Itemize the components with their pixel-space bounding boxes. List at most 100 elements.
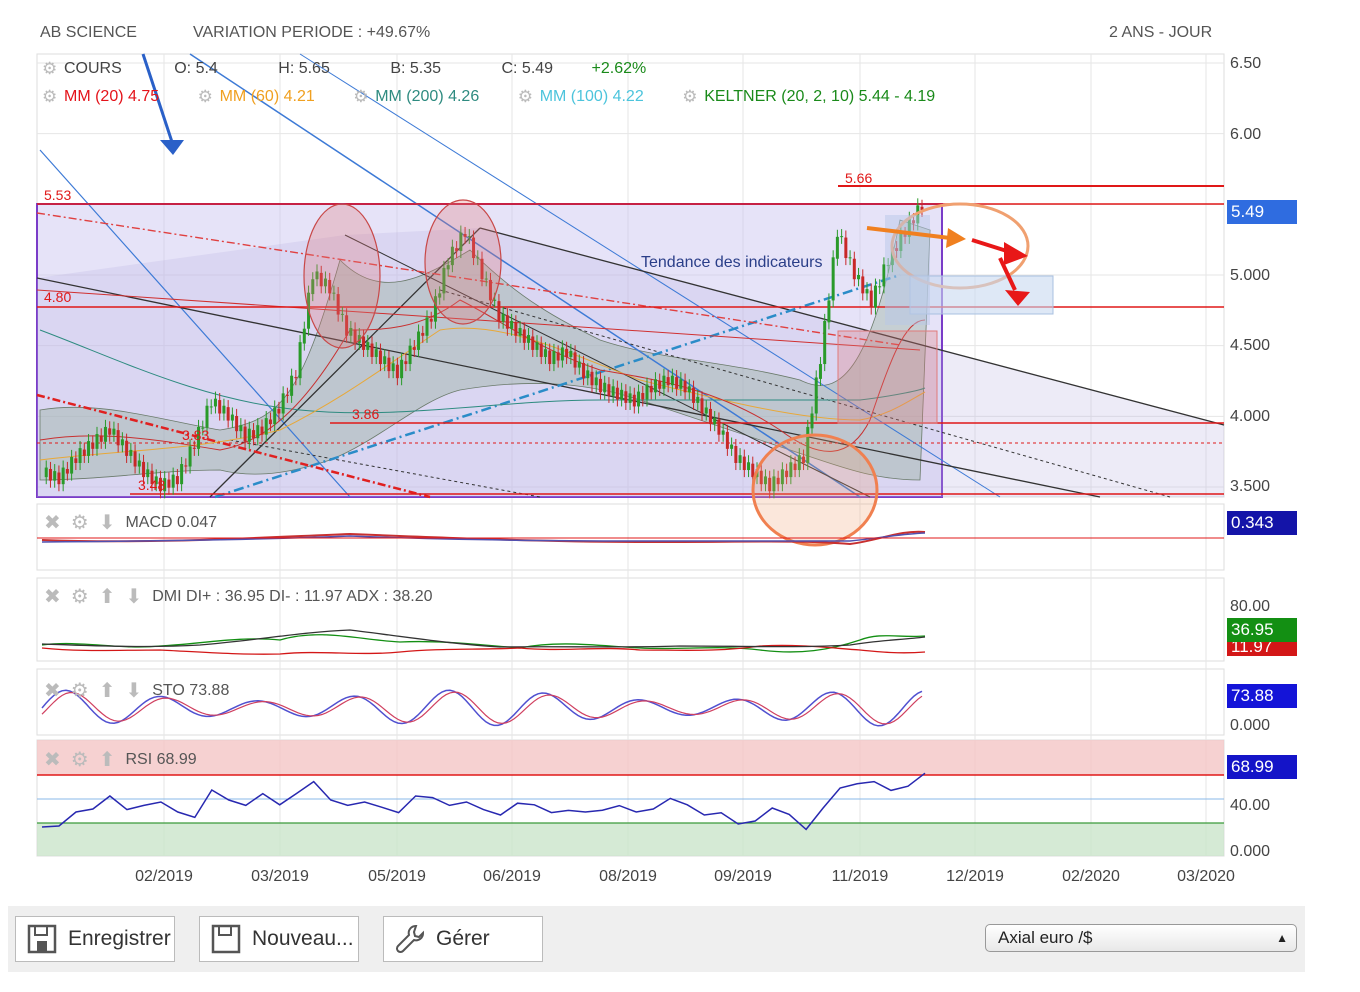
- close-icon[interactable]: ✖: [44, 749, 61, 771]
- gear-icon[interactable]: ⚙: [682, 87, 698, 106]
- close-icon[interactable]: ✖: [44, 680, 61, 702]
- blue-arrow-head: [160, 140, 184, 155]
- candle-body: [467, 236, 471, 238]
- candle-body: [374, 349, 378, 357]
- blue-trendline-2: [39, 149, 351, 498]
- candle-body: [412, 347, 416, 350]
- candle-body: [560, 347, 564, 361]
- candle-body: [713, 418, 717, 425]
- gear-icon[interactable]: ⚙: [70, 512, 89, 534]
- candle-body: [670, 375, 674, 386]
- candle-body: [493, 299, 497, 301]
- x-tick-label: 08/2019: [599, 868, 657, 885]
- level-label: 3.48: [138, 477, 165, 493]
- bottom-toolbar: Enregistrer Nouveau... Gérer Axial euro …: [8, 906, 1305, 972]
- x-tick-label: 02/2019: [135, 868, 193, 885]
- gear-icon[interactable]: ⚙: [42, 59, 58, 78]
- sto-name: STO: [152, 682, 185, 699]
- candle-body: [455, 248, 459, 251]
- gear-icon[interactable]: ⚙: [197, 87, 213, 106]
- manage-button[interactable]: Gérer: [383, 916, 543, 962]
- candle-body: [789, 462, 793, 478]
- candle-body: [353, 329, 357, 343]
- teal-dashdot-line: [214, 273, 901, 499]
- candle-body: [780, 469, 784, 485]
- candle-body: [192, 447, 196, 449]
- arrow-down-icon[interactable]: ⬇: [125, 586, 143, 608]
- candle-body: [582, 362, 586, 379]
- candle-body: [700, 398, 704, 414]
- candle-body: [197, 426, 201, 449]
- arrow-down-icon[interactable]: ⬇: [98, 512, 116, 534]
- level-label: 4.80: [44, 289, 71, 305]
- candle-body: [438, 293, 442, 298]
- gear-icon[interactable]: ⚙: [70, 749, 89, 771]
- candle-body: [641, 393, 645, 400]
- highlight-ellipse-2: [424, 199, 502, 325]
- legend-row-2: ⚙ MM (20) 4.75 ⚙ MM (60) 4.21 ⚙ MM (200) 4.…: [42, 88, 935, 106]
- annotation-text: Tendance des indicateurs: [641, 254, 822, 271]
- candle-body: [252, 430, 256, 439]
- candle-body: [472, 237, 476, 259]
- arrow-up-icon[interactable]: ⬆: [98, 680, 116, 702]
- rsi-name: RSI: [125, 751, 153, 768]
- price-candles: [44, 198, 924, 499]
- candle-body: [768, 477, 772, 492]
- candle-body: [620, 389, 624, 400]
- candle-body: [150, 470, 154, 485]
- gear-icon[interactable]: ⚙: [70, 680, 89, 702]
- x-tick-label: 11/2019: [832, 868, 889, 885]
- candle-body: [835, 236, 839, 259]
- candle-body: [818, 364, 822, 379]
- candle-body: [184, 465, 188, 467]
- candle-body: [776, 477, 780, 485]
- new-button[interactable]: Nouveau...: [199, 916, 359, 962]
- candle-body: [256, 425, 260, 439]
- black-dotted-line: [439, 289, 1171, 498]
- candle-body: [607, 384, 611, 396]
- candle-body: [395, 364, 399, 379]
- candle-body: [675, 377, 679, 389]
- candle-body: [108, 428, 112, 435]
- gear-icon[interactable]: ⚙: [70, 586, 89, 608]
- manage-label: Gérer: [436, 927, 490, 950]
- arrow-down-icon[interactable]: ⬇: [125, 680, 143, 702]
- period-selector[interactable]: 2 ANS - JOUR: [1109, 24, 1213, 41]
- candle-body: [391, 363, 395, 372]
- arrow-up-icon[interactable]: ⬆: [98, 749, 116, 771]
- candle-body: [797, 455, 801, 471]
- adx-line: [41, 629, 926, 648]
- candle-body: [522, 329, 526, 343]
- gear-icon[interactable]: ⚙: [42, 87, 58, 106]
- price-chart: 5.66 5.53 4.80 3.86 3.83 3.48 Tendance des in…: [36, 53, 1235, 885]
- candle-body: [387, 357, 391, 372]
- candle-body: [142, 461, 146, 478]
- candle-body: [852, 258, 856, 280]
- arrow-up-icon[interactable]: ⬆: [98, 586, 116, 608]
- candle-body: [662, 375, 666, 389]
- save-label: Enregistrer: [68, 927, 171, 950]
- sto-d-line: [41, 691, 923, 725]
- save-button[interactable]: Enregistrer: [15, 916, 175, 962]
- red-dashdot-line-2: [36, 393, 431, 499]
- candle-body: [565, 348, 569, 357]
- candle-body: [747, 462, 751, 471]
- candle-body: [814, 377, 818, 414]
- gear-icon[interactable]: ⚙: [353, 87, 369, 106]
- candle-body: [201, 427, 205, 429]
- candle-body: [586, 370, 590, 379]
- candle-body: [323, 278, 327, 287]
- candle-body: [653, 379, 657, 393]
- axis-select[interactable]: Axial euro /$ ▲: [985, 924, 1297, 952]
- candle-body: [273, 407, 277, 425]
- wrench-icon: [395, 925, 424, 954]
- price-tick: 4.000: [1230, 408, 1271, 425]
- legend-row-1: ⚙ COURS O: 5.4 H: 5.65 B: 5.35 C: 5.49 +2…: [42, 60, 646, 78]
- close-icon[interactable]: ✖: [44, 586, 61, 608]
- close-icon[interactable]: ✖: [44, 512, 61, 534]
- candle-body: [264, 418, 268, 435]
- candle-body: [717, 419, 721, 435]
- gear-icon[interactable]: ⚙: [517, 87, 533, 106]
- candle-body: [501, 313, 505, 322]
- candle-body: [57, 472, 61, 485]
